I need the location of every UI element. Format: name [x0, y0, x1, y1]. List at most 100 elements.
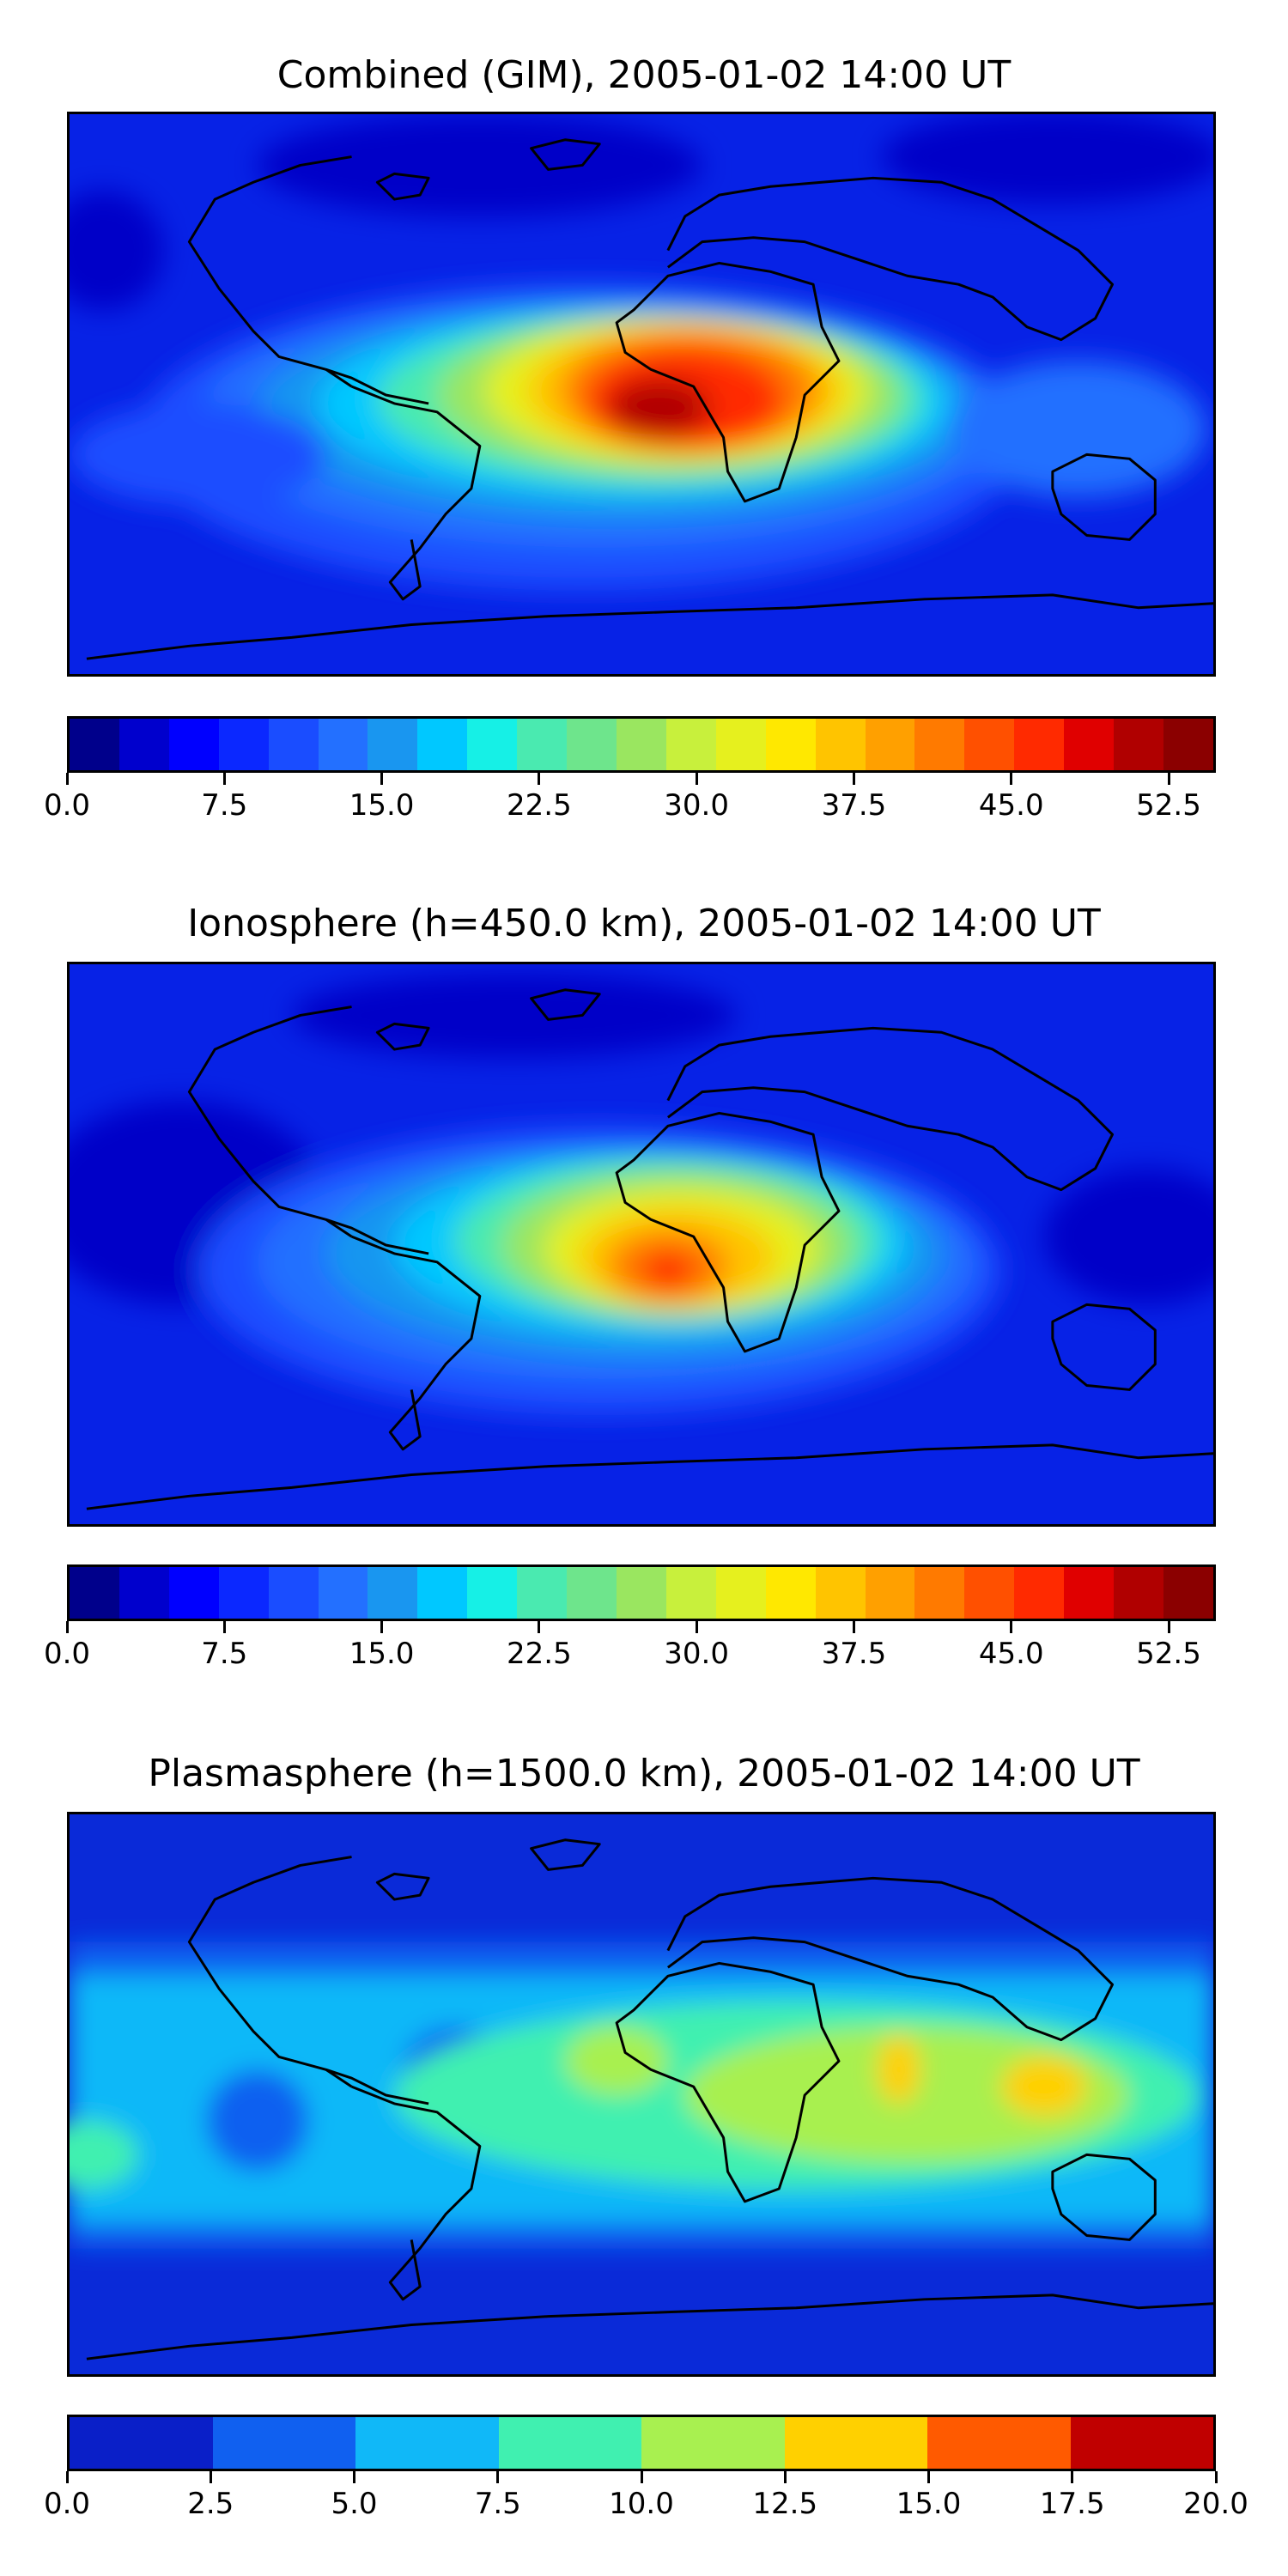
colorbar-segment	[567, 1567, 617, 1619]
colorbar-tick-label: 45.0	[978, 1637, 1044, 1671]
colorbar-segment	[927, 2417, 1071, 2469]
colorbar-tick-label: 7.5	[201, 1637, 248, 1671]
colorbar-tick	[65, 773, 69, 785]
colorbar-tick-label: 10.0	[609, 2487, 674, 2521]
colorbar-tick	[695, 1621, 698, 1633]
colorbar-segment	[1163, 719, 1213, 770]
colorbar-tick	[65, 2471, 69, 2483]
colorbar-tick	[1010, 1621, 1013, 1633]
colorbar-segment	[318, 719, 368, 770]
colorbar-tick	[538, 1621, 541, 1633]
colorbar-plasmasphere	[67, 2415, 1216, 2471]
colorbar-tick-label: 0.0	[43, 788, 91, 823]
colorbar-segment	[1114, 719, 1163, 770]
colorbar-tick	[538, 773, 541, 785]
panel-title-ionosphere: Ionosphere (h=450.0 km), 2005-01-02 14:0…	[187, 902, 1101, 945]
colorbar-segment	[268, 719, 319, 770]
colorbar-segment	[641, 2417, 785, 2469]
map-plasmasphere	[67, 1812, 1216, 2377]
colorbar-tick	[927, 2471, 930, 2483]
colorbar-segment	[517, 1567, 568, 1619]
colorbar-segment	[355, 2417, 499, 2469]
colorbar-segment	[318, 1567, 368, 1619]
colorbar-tick	[852, 773, 855, 785]
colorbar-tick-label: 17.5	[1039, 2487, 1105, 2521]
colorbar-segment	[865, 719, 915, 770]
colorbar-segment	[815, 719, 866, 770]
colorbar-segment	[1064, 1567, 1115, 1619]
colorbar-tick-label: 22.5	[507, 788, 572, 823]
colorbar-tick	[222, 1621, 226, 1633]
colorbar-segment	[168, 719, 219, 770]
colorbar-tick	[1167, 773, 1170, 785]
colorbar-segment	[212, 2417, 355, 2469]
colorbar-tick	[640, 2471, 643, 2483]
colorbar-segment	[665, 719, 716, 770]
colorbar-tick	[65, 1621, 69, 1633]
colorbar-segment	[964, 1567, 1015, 1619]
colorbar-segment	[914, 719, 965, 770]
colorbar-tick-label: 52.5	[1136, 788, 1201, 823]
colorbar-segment	[865, 1567, 915, 1619]
colorbar-segment	[498, 2417, 641, 2469]
colorbar-segment	[815, 1567, 866, 1619]
panel-title-combined: Combined (GIM), 2005-01-02 14:00 UT	[276, 53, 1012, 97]
colorbar-segment	[964, 719, 1015, 770]
colorbar-tick-label: 45.0	[978, 788, 1044, 823]
colorbar-tick-label: 12.5	[752, 2487, 818, 2521]
colorbar-tick-label: 5.0	[331, 2487, 378, 2521]
colorbar-tick-label: 52.5	[1136, 1637, 1201, 1671]
colorbar-tick-label: 15.0	[896, 2487, 962, 2521]
colorbar-segment	[914, 1567, 965, 1619]
panel-title-plasmasphere: Plasmasphere (h=1500.0 km), 2005-01-02 1…	[148, 1752, 1140, 1795]
colorbar-tick-label: 22.5	[507, 1637, 572, 1671]
colorbar-tick-label: 37.5	[821, 1637, 887, 1671]
colorbar-tick	[353, 2471, 355, 2483]
colorbar-tick-label: 37.5	[821, 788, 887, 823]
colorbar-segment	[168, 1567, 219, 1619]
colorbar-segment	[118, 1567, 169, 1619]
colorbar-tick-label: 2.5	[187, 2487, 234, 2521]
colorbar-tick	[496, 2471, 500, 2483]
colorbar-tick-label: 20.0	[1183, 2487, 1249, 2521]
colorbar-tick-label: 15.0	[349, 788, 415, 823]
colorbar-segment	[417, 719, 468, 770]
map-ionosphere	[67, 962, 1216, 1527]
colorbar-segment	[218, 1567, 269, 1619]
colorbar-segment	[765, 719, 816, 770]
colorbar-segment	[467, 719, 518, 770]
colorbar-tick-label: 0.0	[43, 2487, 91, 2521]
colorbar-tick	[852, 1621, 855, 1633]
colorbar-segment	[715, 719, 766, 770]
colorbar-segment	[567, 719, 617, 770]
colorbar-tick	[1071, 2471, 1074, 2483]
colorbar-segment	[1064, 719, 1115, 770]
colorbar-tick	[1167, 1621, 1170, 1633]
colorbar-segment	[784, 2417, 927, 2469]
colorbar-tick	[380, 773, 384, 785]
colorbar-tick-label: 7.5	[201, 788, 248, 823]
colorbar-segment	[1114, 1567, 1163, 1619]
colorbar-segment	[70, 2417, 213, 2469]
colorbar-segment	[616, 1567, 666, 1619]
colorbar-segment	[765, 1567, 816, 1619]
colorbar-segment	[417, 1567, 468, 1619]
colorbar-segment	[1014, 719, 1065, 770]
colorbar-segment	[368, 1567, 418, 1619]
colorbar-segment	[517, 719, 568, 770]
heatmap-combined	[70, 114, 1213, 674]
colorbar-segment	[665, 1567, 716, 1619]
colorbar-tick-label: 0.0	[43, 1637, 91, 1671]
colorbar-segment	[715, 1567, 766, 1619]
colorbar-ionosphere	[67, 1564, 1216, 1621]
colorbar-tick-label: 30.0	[664, 788, 729, 823]
colorbar-tick-label: 30.0	[664, 1637, 729, 1671]
colorbar-segment	[616, 719, 666, 770]
colorbar-segment	[1070, 2417, 1213, 2469]
map-combined	[67, 112, 1216, 677]
colorbar-tick-label: 15.0	[349, 1637, 415, 1671]
colorbar-tick	[1010, 773, 1013, 785]
colorbar-segment	[70, 1567, 119, 1619]
colorbar-tick	[209, 2471, 212, 2483]
colorbar-segment	[1163, 1567, 1213, 1619]
